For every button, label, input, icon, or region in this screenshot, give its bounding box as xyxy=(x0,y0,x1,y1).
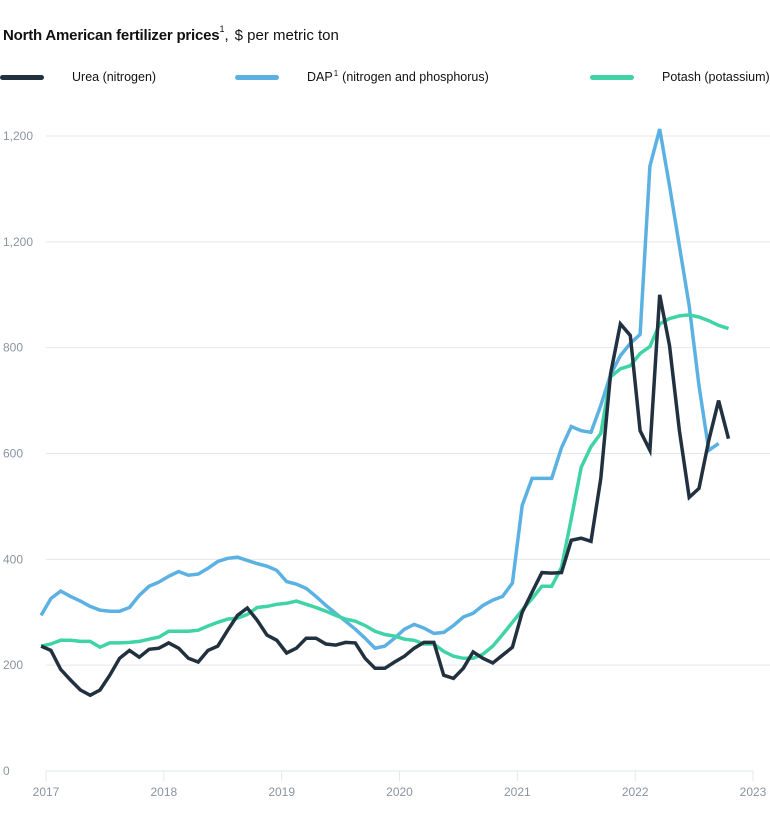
x-tick-label: 2019 xyxy=(268,785,295,799)
x-tick-label: 2022 xyxy=(622,785,649,799)
legend-swatch-dap xyxy=(235,74,279,80)
series-lines xyxy=(39,128,731,698)
legend: Urea (nitrogen) DAP 1 (nitrogen and phosph… xyxy=(0,68,770,90)
legend-swatch-urea xyxy=(0,74,44,80)
y-tick-label: 600 xyxy=(3,447,23,461)
potash-line xyxy=(40,313,730,661)
legend-item-potash: Potash (potassium) xyxy=(590,70,770,84)
x-tick-label: 2020 xyxy=(386,785,413,799)
y-tick-label: 1,200 xyxy=(3,235,33,249)
urea-line xyxy=(40,294,731,698)
y-axis: 0 200 400 600 800 1,200 1,200 xyxy=(3,129,33,778)
legend-label-urea: Urea (nitrogen) xyxy=(72,70,157,84)
gridlines xyxy=(46,135,770,666)
legend-footnote-dap: 1 xyxy=(333,68,339,78)
legend-suffix-dap: (nitrogen and phosphorus) xyxy=(342,70,489,84)
title-footnote: 1 xyxy=(219,24,225,34)
y-tick-label: 400 xyxy=(3,552,23,566)
x-axis: 2017 2018 2019 2020 2021 2022 2023 xyxy=(33,770,767,799)
x-tick-label: 2023 xyxy=(740,785,767,799)
y-tick-label: 800 xyxy=(3,341,23,355)
chart-title: North American fertilizer prices1, $ per … xyxy=(3,24,339,44)
legend-swatch-potash xyxy=(590,74,634,80)
legend-label-potash: Potash (potassium) xyxy=(662,70,770,84)
legend-item-dap: DAP 1 (nitrogen and phosphorus) xyxy=(235,68,489,84)
legend-label-dap: DAP xyxy=(307,70,333,84)
x-tick-label: 2017 xyxy=(33,785,60,799)
y-tick-label: 1,200 xyxy=(3,129,33,143)
legend-item-urea: Urea (nitrogen) xyxy=(0,70,156,84)
y-tick-label: 0 xyxy=(3,764,10,778)
x-tick-label: 2018 xyxy=(150,785,177,799)
dap-line xyxy=(39,128,720,651)
x-tick-label: 2021 xyxy=(504,785,531,799)
chart-title-text: North American fertilizer prices xyxy=(3,27,220,44)
chart-subtitle: $ per metric ton xyxy=(234,27,339,44)
y-tick-label: 200 xyxy=(3,658,23,672)
